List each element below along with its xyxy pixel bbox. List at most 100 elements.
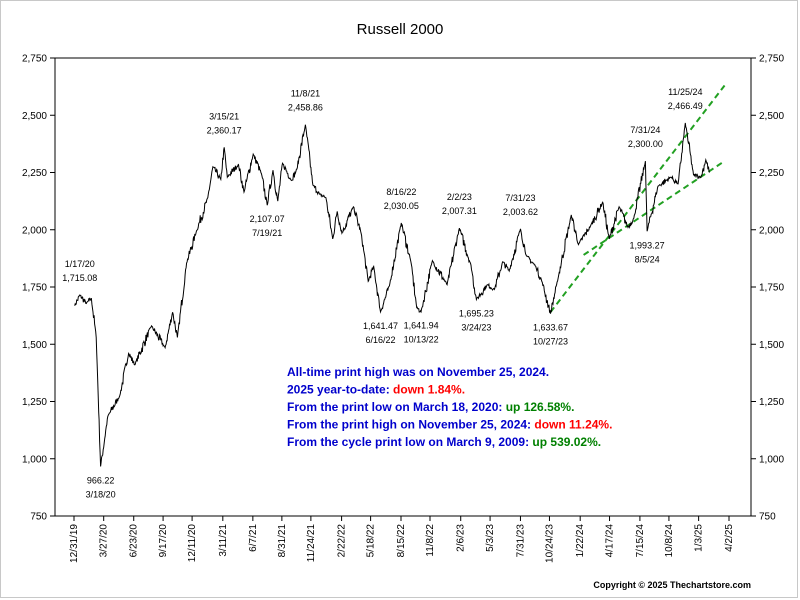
annotation-value: 2,300.00 [628,139,663,149]
right-y-tick-label: 1,000 [759,454,784,465]
x-tick-label: 12/31/19 [69,524,80,563]
annotations: 1/17/20 1,715.08 966.22 3/18/20 3/15/21 2,360… [62,87,703,500]
x-tick-label: 5/18/22 [366,524,377,558]
x-tick-label: 2/22/22 [337,524,348,558]
annotation-value: 2,466.49 [668,101,703,111]
annotation: 1,641.94 10/13/22 [404,321,439,345]
left-y-tick-label: 750 [30,512,47,523]
right-y-tick-label: 2,500 [759,111,784,122]
series-layer [74,122,710,467]
right-y-tick-label: 1,500 [759,340,784,351]
x-tick-label: 11/24/21 [306,524,317,563]
annotation: 966.22 3/18/20 [86,475,116,499]
annotation: 7/31/23 2,003.62 [503,193,538,217]
annotation-value: 966.22 [87,475,115,485]
x-tick-label: 9/17/20 [158,524,169,558]
right-y-tick-label: 1,250 [759,397,784,408]
right-y-axis: 750 1,000 1,250 1,500 1,750 2,000 2,250 2,500 2,… [751,54,784,523]
note-part: From the print low on March 18, 2020: [287,400,506,414]
note-part: down 11.24%. [534,418,612,432]
annotation: 1,641.47 6/16/22 [363,321,398,345]
annotation-date: 3/18/20 [86,489,116,499]
annotation-value: 1,695.23 [459,309,494,319]
x-tick-label: 1/3/25 [694,524,705,552]
x-tick-label: 6/23/20 [129,524,140,558]
left-y-tick-label: 1,500 [22,340,47,351]
annotation-value: 1,641.47 [363,321,398,331]
x-tick-label: 4/17/24 [605,524,616,558]
x-tick-label: 6/7/21 [248,524,259,552]
annotation-value: 2,007.31 [442,206,477,216]
x-tick-label: 3/11/21 [218,524,229,557]
left-y-tick-label: 1,750 [22,283,47,294]
x-tick-label: 8/31/21 [277,524,288,558]
x-tick-label: 7/31/23 [515,524,526,558]
note-line: From the cycle print low on March 9, 200… [287,435,601,449]
annotation: 1,993.27 8/5/24 [630,240,665,264]
left-y-tick-label: 2,500 [22,111,47,122]
left-y-tick-label: 1,250 [22,397,47,408]
x-tick-label: 5/3/23 [485,524,496,552]
left-y-tick-label: 2,750 [22,54,47,65]
annotation: 1,633.67 10/27/23 [533,323,568,347]
annotation-value: 1,715.08 [62,273,97,283]
annotation-date: 3/24/23 [461,323,491,333]
note-part: up 126.58%. [506,400,575,414]
note-line: 2025 year-to-date: down 1.84%. [287,383,465,397]
annotation: 8/16/22 2,030.05 [384,187,419,211]
annotation-date: 3/15/21 [209,111,239,121]
annotation-date: 10/27/23 [533,337,568,347]
annotation: 11/8/21 2,458.86 [288,89,323,113]
right-y-tick-label: 750 [759,512,776,523]
note-line: From the print high on November 25, 2024… [287,418,612,432]
annotation-date: 8/16/22 [386,187,416,197]
annotation-date: 7/31/24 [630,125,660,135]
annotation-date: 11/8/21 [291,89,320,99]
x-axis: 12/31/19 3/27/20 6/23/20 9/17/20 12/11/20 3/1… [69,516,735,563]
left-y-tick-label: 2,000 [22,225,47,236]
annotation-date: 6/16/22 [365,335,395,345]
x-tick-label: 7/15/24 [635,524,646,558]
annotation-value: 1,641.94 [404,321,439,331]
annotation-value: 2,360.17 [207,125,242,135]
right-y-tick-label: 2,000 [759,225,784,236]
annotation: 2,107.07 7/19/21 [250,214,285,238]
copyright-text: Copyright © 2025 Thechartstore.com [593,580,751,590]
x-tick-label: 1/22/24 [575,524,586,558]
chart-title: Russell 2000 [357,21,444,38]
annotation: 3/15/21 2,360.17 [207,111,242,135]
note-part: down 1.84%. [393,383,465,397]
x-tick-label: 2/6/23 [456,524,467,552]
annotation-date: 10/13/22 [404,335,439,345]
russell-2000-line [74,122,710,467]
annotation-date: 8/5/24 [635,254,660,264]
left-y-axis: 750 1,000 1,250 1,500 1,750 2,000 2,250 2,500 2,… [22,54,55,523]
annotation-date: 7/19/21 [252,228,282,238]
annotation-value: 1,993.27 [630,240,665,250]
note-part: up 539.02%. [532,435,601,449]
note-line: All-time print high was on November 25, … [287,365,549,379]
annotation-date: 2/2/23 [447,192,472,202]
annotation-date: 1/17/20 [65,259,95,269]
note-part: All-time print high was on November 25, … [287,365,549,379]
x-tick-label: 12/11/20 [187,524,198,563]
x-tick-label: 10/8/24 [664,524,675,558]
annotation-value: 2,030.05 [384,201,419,211]
x-tick-label: 11/8/22 [425,524,436,557]
left-y-tick-label: 2,250 [22,168,47,179]
annotation: 1,695.23 3/24/23 [459,309,494,333]
note-line: From the print low on March 18, 2020: up… [287,400,574,414]
annotation-value: 2,458.86 [288,103,323,113]
x-tick-label: 3/27/20 [99,524,110,558]
annotation-date: 7/31/23 [505,193,535,203]
annotation-value: 2,003.62 [503,207,538,217]
note-part: From the print high on November 25, 2024… [287,418,534,432]
x-tick-label: 4/2/25 [724,524,735,552]
annotation-date: 11/25/24 [668,87,702,97]
annotation-value: 2,107.07 [250,214,285,224]
x-tick-label: 10/24/23 [544,524,555,563]
right-y-tick-label: 2,750 [759,54,784,65]
annotation: 1/17/20 1,715.08 [62,259,97,283]
